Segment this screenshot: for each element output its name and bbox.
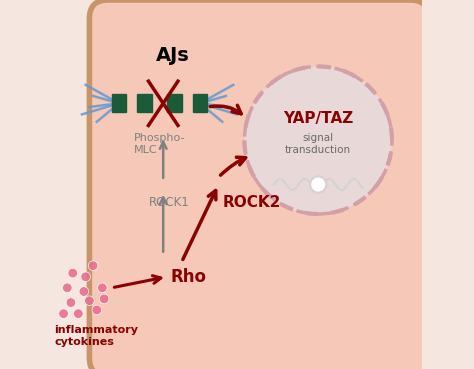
Circle shape (100, 294, 109, 304)
Text: YAP/TAZ: YAP/TAZ (283, 111, 353, 125)
FancyBboxPatch shape (111, 94, 126, 112)
Text: signal
transduction: signal transduction (285, 133, 351, 155)
Circle shape (79, 287, 89, 296)
Circle shape (98, 283, 107, 293)
Text: ROCK1: ROCK1 (148, 196, 189, 210)
Text: inflammatory
cytokines: inflammatory cytokines (55, 325, 138, 346)
Circle shape (88, 261, 98, 270)
Circle shape (73, 309, 83, 318)
FancyBboxPatch shape (90, 0, 429, 369)
Circle shape (66, 298, 76, 307)
Text: AJs: AJs (156, 46, 190, 65)
Text: Rho: Rho (171, 268, 207, 286)
Circle shape (59, 309, 68, 318)
Text: ROCK2: ROCK2 (222, 196, 281, 210)
Circle shape (92, 305, 101, 315)
FancyBboxPatch shape (137, 94, 152, 112)
Circle shape (81, 272, 91, 282)
Circle shape (68, 268, 78, 278)
Text: Phospho-
MLC: Phospho- MLC (134, 133, 185, 155)
FancyBboxPatch shape (193, 94, 208, 112)
Circle shape (84, 296, 94, 306)
Circle shape (310, 176, 326, 193)
Circle shape (245, 66, 392, 214)
Circle shape (63, 283, 72, 293)
FancyBboxPatch shape (167, 94, 182, 112)
